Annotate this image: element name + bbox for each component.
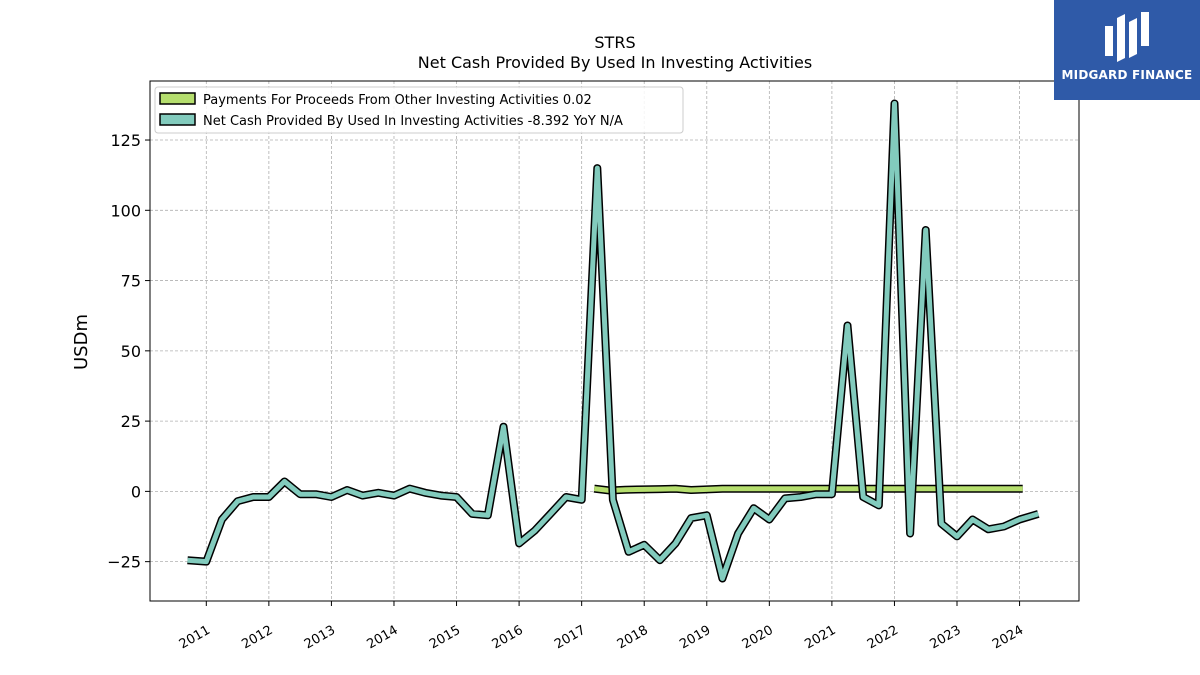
legend-swatch [159,92,196,105]
y-tick-label: 75 [121,272,141,291]
y-tick-label: 50 [121,342,141,361]
y-tick-label: −25 [107,553,141,572]
y-tick-label: 100 [110,201,141,220]
legend-swatch [159,113,196,126]
grid [150,81,1079,601]
x-ticks: 2011 2012 2013 2014 2015 2016 2017 2018 2019 2020… [177,601,1026,652]
legend-label: Net Cash Provided By Used In Investing A… [203,114,623,129]
logo-text: MIDGARD FINANCE [1061,68,1193,82]
series-layer [187,99,1040,583]
legend-label: Payments For Proceeds From Other Investi… [203,93,592,108]
chart-subtitle: Net Cash Provided By Used In Investing A… [418,53,812,72]
series-line [593,486,1023,493]
chart-title: STRS [594,33,635,52]
series-line [187,101,1040,581]
x-tick-label: 2011 [177,623,213,653]
x-tick-label: 2014 [364,623,400,653]
legend: Payments For Proceeds From Other Investi… [154,86,684,134]
x-tick-label: 2020 [740,623,776,653]
x-tick-label: 2019 [677,623,713,653]
legend-box [154,86,684,134]
x-tick-label: 2023 [927,623,963,653]
x-tick-label: 2024 [990,623,1026,653]
x-tick-label: 2013 [302,623,338,653]
x-tick-label: 2018 [615,623,651,653]
y-axis-label: USDm [71,314,92,370]
plot-area-frame [149,80,1080,602]
brand-logo: MIDGARD FINANCE [1054,0,1200,100]
x-tick-label: 2015 [427,623,463,653]
x-tick-label: 2021 [802,623,838,653]
y-tick-label: 0 [131,482,141,501]
x-tick-label: 2017 [552,623,588,653]
y-tick-label: 25 [121,412,141,431]
logo-mark-icon [1105,12,1149,62]
y-ticks: −25 0 25 50 75 100 125 [107,131,150,572]
y-tick-label: 125 [110,131,141,150]
x-tick-label: 2016 [490,623,526,653]
x-tick-label: 2022 [865,623,901,653]
x-tick-label: 2012 [239,623,275,653]
